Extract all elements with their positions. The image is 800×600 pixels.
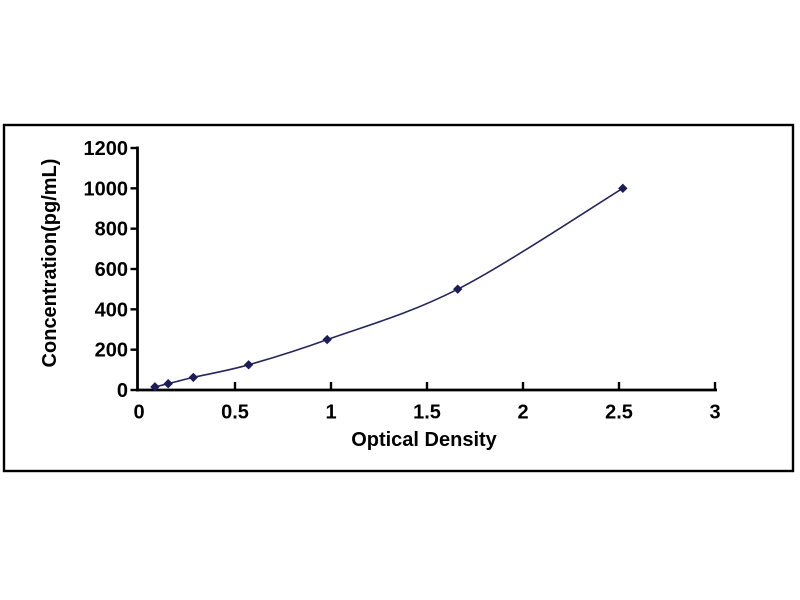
x-axis-title: Optical Density	[351, 429, 497, 451]
data-point-marker	[150, 382, 160, 392]
figure-frame	[2, 123, 795, 473]
data-point-marker	[618, 183, 628, 194]
y-tick-label: 1000	[84, 178, 129, 200]
y-tick-label: 400	[95, 299, 128, 321]
data-point-marker	[453, 284, 463, 294]
y-tick-label: 600	[95, 259, 128, 281]
data-point-marker	[188, 372, 199, 383]
x-tick-label: 2.5	[605, 402, 633, 424]
y-tick-label: 800	[95, 219, 128, 241]
y-tick-label: 200	[95, 340, 128, 362]
data-point-marker	[322, 334, 332, 345]
x-tick-label: 1.5	[413, 402, 441, 424]
x-tick-label: 0	[133, 402, 144, 424]
standard-curve-line	[154, 187, 624, 388]
y-tick-label: 1200	[84, 138, 129, 160]
y-axis-title: Concentration(pg/mL)	[39, 158, 61, 368]
x-tick-label: 3	[709, 402, 720, 424]
data-point-marker	[163, 379, 173, 389]
data-point-marker	[243, 360, 254, 370]
y-tick-label: 0	[117, 380, 128, 402]
x-tick-label: 0.5	[221, 402, 249, 424]
x-tick-label: 1	[325, 402, 336, 424]
x-tick-label: 2	[517, 402, 528, 424]
